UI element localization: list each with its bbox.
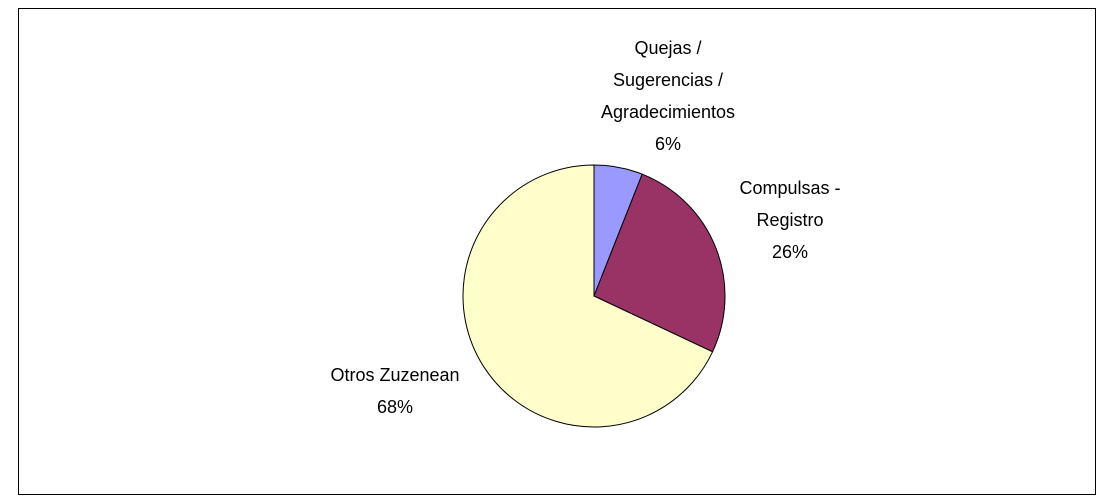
slice-label: Compulsas - Registro 26% [725,172,855,268]
slice-label: Otros Zuzenean 68% [295,359,495,423]
slice-value: 68% [376,397,414,417]
slice-value: 26% [771,242,809,262]
slice-name: Otros Zuzenean [330,365,460,385]
pie-slice [593,173,726,353]
slice-name: Quejas / Sugerencias / Agradecimientos [600,38,736,122]
slice-label: Quejas / Sugerencias / Agradecimientos 6% [588,32,748,160]
pie-slice [462,164,714,428]
slice-value: 6% [654,134,681,154]
slice-name: Compulsas - Registro [739,178,841,230]
